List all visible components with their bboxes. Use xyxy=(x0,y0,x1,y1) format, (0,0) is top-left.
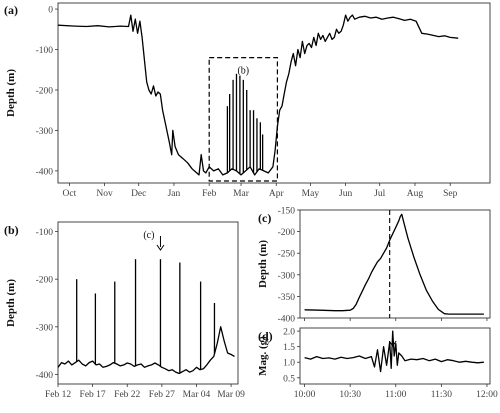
panel-a: 0 -100 -200 -300 -400 Oct Nov Dec Jan Feb Mar Apr Ma… xyxy=(4,2,491,199)
x-tick-label: Mar 04 xyxy=(183,390,211,400)
x-tick-label: Feb xyxy=(202,189,217,199)
y-tick-label: -300 xyxy=(36,323,54,333)
plot-frame xyxy=(299,327,491,385)
y-axis-label: Depth (m) xyxy=(257,240,269,288)
y-tick-label: -300 xyxy=(36,127,54,137)
y-axis-label: Mag. (g) xyxy=(257,336,269,376)
plot-frame xyxy=(57,2,491,184)
annotation-arrow-head xyxy=(388,340,397,347)
y-tick-label: 1.0 xyxy=(283,359,295,369)
y-tick-label: 1.5 xyxy=(283,343,295,353)
panel-d: 0.5 1.0 1.5 2.0 10:00 10:30 11:00 11:30 12:00 Mag… xyxy=(257,327,498,400)
y-tick-label: -400 xyxy=(36,371,54,381)
y-tick-label: -100 xyxy=(36,46,54,56)
x-tick-label: Dec xyxy=(131,189,146,199)
series-line xyxy=(57,326,235,375)
y-tick-label: -100 xyxy=(36,228,54,238)
y-axis-label: Depth (m) xyxy=(5,279,17,327)
y-tick-label: -200 xyxy=(36,86,54,96)
x-tick-label: May xyxy=(302,189,320,199)
x-tick-label: Feb 22 xyxy=(114,390,140,400)
y-tick-label: -300 xyxy=(278,271,296,281)
x-tick-label: Apr xyxy=(269,189,285,199)
x-tick-label: 10:30 xyxy=(339,390,361,400)
x-tick-label: Mar 09 xyxy=(217,390,245,400)
plot-frame xyxy=(299,209,491,319)
x-tick-label: Feb 17 xyxy=(80,390,106,400)
x-tick-label: 11:30 xyxy=(431,390,453,400)
series-line xyxy=(57,14,459,176)
x-tick-label: Aug xyxy=(407,189,424,199)
x-tick-label: Nov xyxy=(96,189,113,199)
highlight-box-label: (b) xyxy=(237,66,249,77)
x-tick-label: Oct xyxy=(63,189,77,199)
series-line xyxy=(304,213,484,315)
y-tick-label: -150 xyxy=(278,207,296,217)
y-axis-label: Depth (m) xyxy=(5,69,17,117)
y-tick-label: -400 xyxy=(278,315,296,325)
x-tick-label: 10:00 xyxy=(294,390,316,400)
x-tick-label: 12:00 xyxy=(476,390,498,400)
panel-c: -150 -200 -250 -300 -350 -400 Depth (m) (c) xyxy=(257,207,491,325)
x-tick-label: 11:00 xyxy=(385,390,407,400)
y-tick-label: 0 xyxy=(48,6,53,16)
x-tick-label: Jul xyxy=(374,189,385,199)
x-tick-label: Mar xyxy=(233,189,250,199)
x-tick-label: Feb 12 xyxy=(45,390,71,400)
panel-label: (b) xyxy=(4,223,19,237)
series-line xyxy=(304,330,484,373)
y-tick-label: -250 xyxy=(278,250,296,260)
panel-b: -100 -200 -300 -400 Feb 12 Feb 17 Feb 22 Feb 27… xyxy=(4,221,245,400)
y-tick-label: -350 xyxy=(278,293,296,303)
y-tick-label: -200 xyxy=(278,228,296,238)
x-tick-label: Feb 27 xyxy=(149,390,175,400)
y-tick-label: -400 xyxy=(36,167,54,177)
panel-label: (d) xyxy=(258,329,273,343)
panel-label: (c) xyxy=(258,211,271,225)
y-tick-label: -200 xyxy=(36,276,54,286)
x-tick-label: Jan xyxy=(168,189,181,199)
panel-label: (a) xyxy=(4,3,18,17)
y-tick-label: 2.0 xyxy=(283,328,295,338)
annotation-label: (c) xyxy=(143,230,154,241)
highlight-box xyxy=(208,57,279,182)
plot-frame xyxy=(57,221,239,385)
x-tick-label: Jun xyxy=(339,189,352,199)
y-tick-label: 0.5 xyxy=(283,374,295,384)
x-tick-label: Sep xyxy=(443,189,458,199)
annotation-arrow-head xyxy=(156,244,165,251)
